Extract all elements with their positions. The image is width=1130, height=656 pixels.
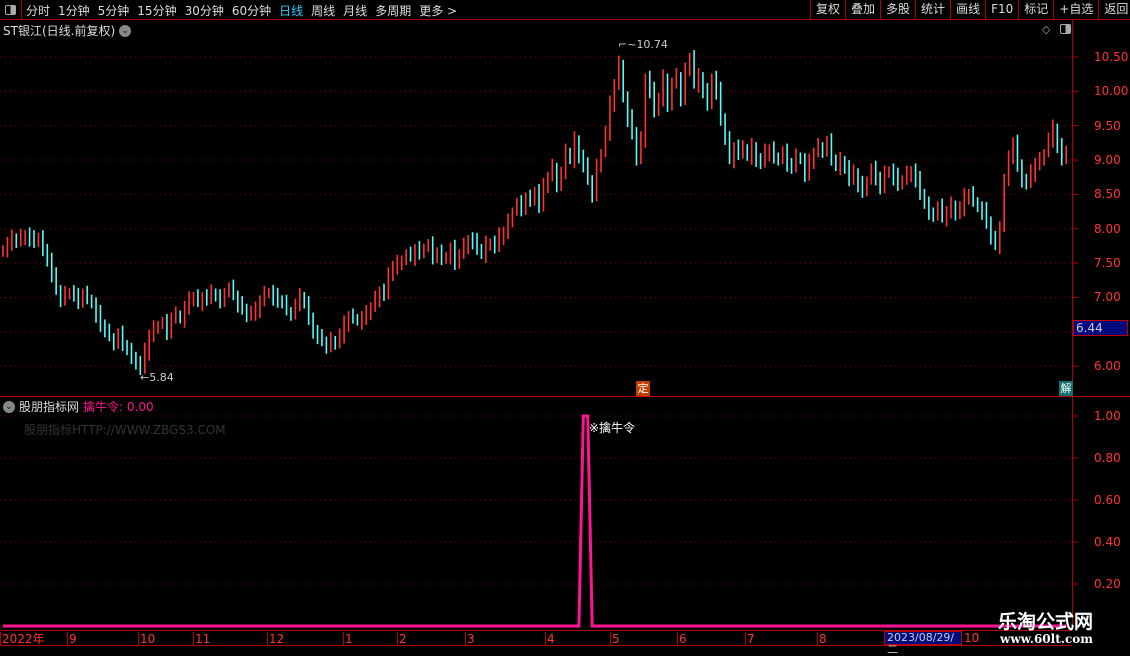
period-tabs: 分时 1分钟 5分钟 15分钟 30分钟 60分钟 日线 周线 月线 多周期 更多 > [26, 2, 457, 19]
time-label: 4 [545, 632, 555, 646]
marker-jie[interactable]: 解 [1059, 381, 1073, 396]
time-label: 12 [267, 632, 285, 646]
toolbar-button-3[interactable]: 统计 [915, 0, 950, 20]
stock-title-text: ST银江(日线.前复权) [3, 24, 116, 38]
panel-toggle-icon[interactable] [0, 0, 22, 20]
high-price-value: 10.74 [636, 38, 668, 51]
time-label: 2022年 [0, 632, 45, 646]
y-tick-label: 10.50 [1094, 50, 1129, 64]
sub-y-tick-label: 1.00 [1094, 409, 1121, 423]
marker-ding[interactable]: 定 [636, 381, 650, 396]
y-tick-label: 10.00 [1094, 84, 1129, 99]
time-label: 9 [67, 632, 77, 646]
sub-y-tick-label: 0.20 [1094, 577, 1121, 591]
logo-url: www.60lt.com [1000, 632, 1093, 646]
tab-2[interactable]: 5分钟 [97, 4, 130, 18]
stock-title[interactable]: ST银江(日线.前复权) ⌄ [3, 22, 132, 39]
low-price-label: ←5.84 [140, 371, 174, 384]
sub-y-tick-label: 0.80 [1094, 451, 1121, 465]
time-label: 1 [343, 632, 353, 646]
y-tick-label: 6.00 [1094, 359, 1121, 374]
toolbar-button-6[interactable]: 标记 [1018, 0, 1053, 20]
tab-7[interactable]: 周线 [311, 4, 336, 18]
tab-3[interactable]: 15分钟 [137, 4, 177, 18]
chevron-down-icon[interactable]: ⌄ [3, 400, 15, 413]
toolbar-button-0[interactable]: 复权 [810, 0, 845, 20]
toolbar-button-2[interactable]: 多股 [880, 0, 915, 20]
time-label: 3 [465, 632, 475, 646]
chevron-down-icon[interactable]: ⌄ [119, 24, 132, 37]
time-label: 7 [745, 632, 755, 646]
indicator-header: ⌄ 股朋指标网 擒牛令: 0.00 [3, 398, 154, 415]
current-date: 2023/08/29/二 [884, 631, 962, 656]
y-tick-label: 7.50 [1094, 256, 1121, 271]
toolbar-buttons: 复权 叠加 多股 统计 画线 F10 标记 +自选 返回 [810, 0, 1130, 20]
time-label: 8 [817, 632, 827, 646]
low-price-value: 5.84 [149, 371, 174, 384]
toolbar-button-5[interactable]: F10 [985, 0, 1018, 20]
sub-y-tick-label: 0.40 [1094, 535, 1121, 549]
diamond-icon[interactable]: ◇ [1042, 23, 1051, 36]
y-tick-label: 8.00 [1094, 221, 1121, 236]
toolbar-button-4[interactable]: 画线 [950, 0, 985, 20]
time-label: 5 [610, 632, 620, 646]
time-axis-next: 10 [964, 631, 980, 645]
toolbar-button-8[interactable]: 返回 [1098, 0, 1130, 20]
tab-8[interactable]: 月线 [343, 4, 368, 18]
tab-4[interactable]: 30分钟 [184, 4, 224, 18]
time-label: 10 [138, 632, 156, 646]
y-tick-label: 8.50 [1094, 187, 1121, 202]
toolbar-button-1[interactable]: 叠加 [845, 0, 880, 20]
y-tick-label: 7.00 [1094, 290, 1121, 305]
panel-toggle-icon[interactable] [1060, 24, 1071, 34]
tab-9[interactable]: 多周期 [375, 4, 412, 18]
signal-label: ※擒牛令 [589, 421, 636, 435]
tab-1[interactable]: 1分钟 [58, 4, 90, 18]
pane-separator[interactable] [0, 396, 1130, 397]
indicator-value: 擒牛令: 0.00 [83, 400, 154, 414]
toolbar: 分时 1分钟 5分钟 15分钟 30分钟 60分钟 日线 周线 月线 多周期 更多 > 复权 叠加 多股… [0, 0, 1130, 20]
high-price-label: ⌐~10.74 [618, 38, 668, 51]
sub-y-tick-label: 0.60 [1094, 493, 1121, 507]
y-axis-line [1072, 20, 1073, 630]
current-price-tag: 6.44 [1073, 320, 1128, 336]
indicator-name[interactable]: 股朋指标网 [19, 400, 80, 414]
tab-0[interactable]: 分时 [26, 4, 51, 18]
time-label: 2 [397, 632, 407, 646]
toolbar-button-7[interactable]: +自选 [1053, 0, 1098, 20]
tab-10[interactable]: 更多 > [419, 4, 458, 18]
tab-5[interactable]: 60分钟 [231, 4, 272, 18]
time-label: 11 [193, 632, 211, 646]
time-axis: 2022年 9 10 11 12 1 2 3 4 5 6 7 8 [0, 630, 1072, 646]
watermark: 股朋指标HTTP://WWW.ZBGS3.COM [24, 423, 226, 437]
y-tick-label: 9.00 [1094, 153, 1121, 168]
logo-text: 乐淘公式网 [998, 611, 1094, 633]
y-tick-label: 9.50 [1094, 118, 1121, 133]
signal-line [3, 414, 1067, 628]
time-label: 6 [677, 632, 687, 646]
tab-6[interactable]: 日线 [279, 4, 304, 18]
